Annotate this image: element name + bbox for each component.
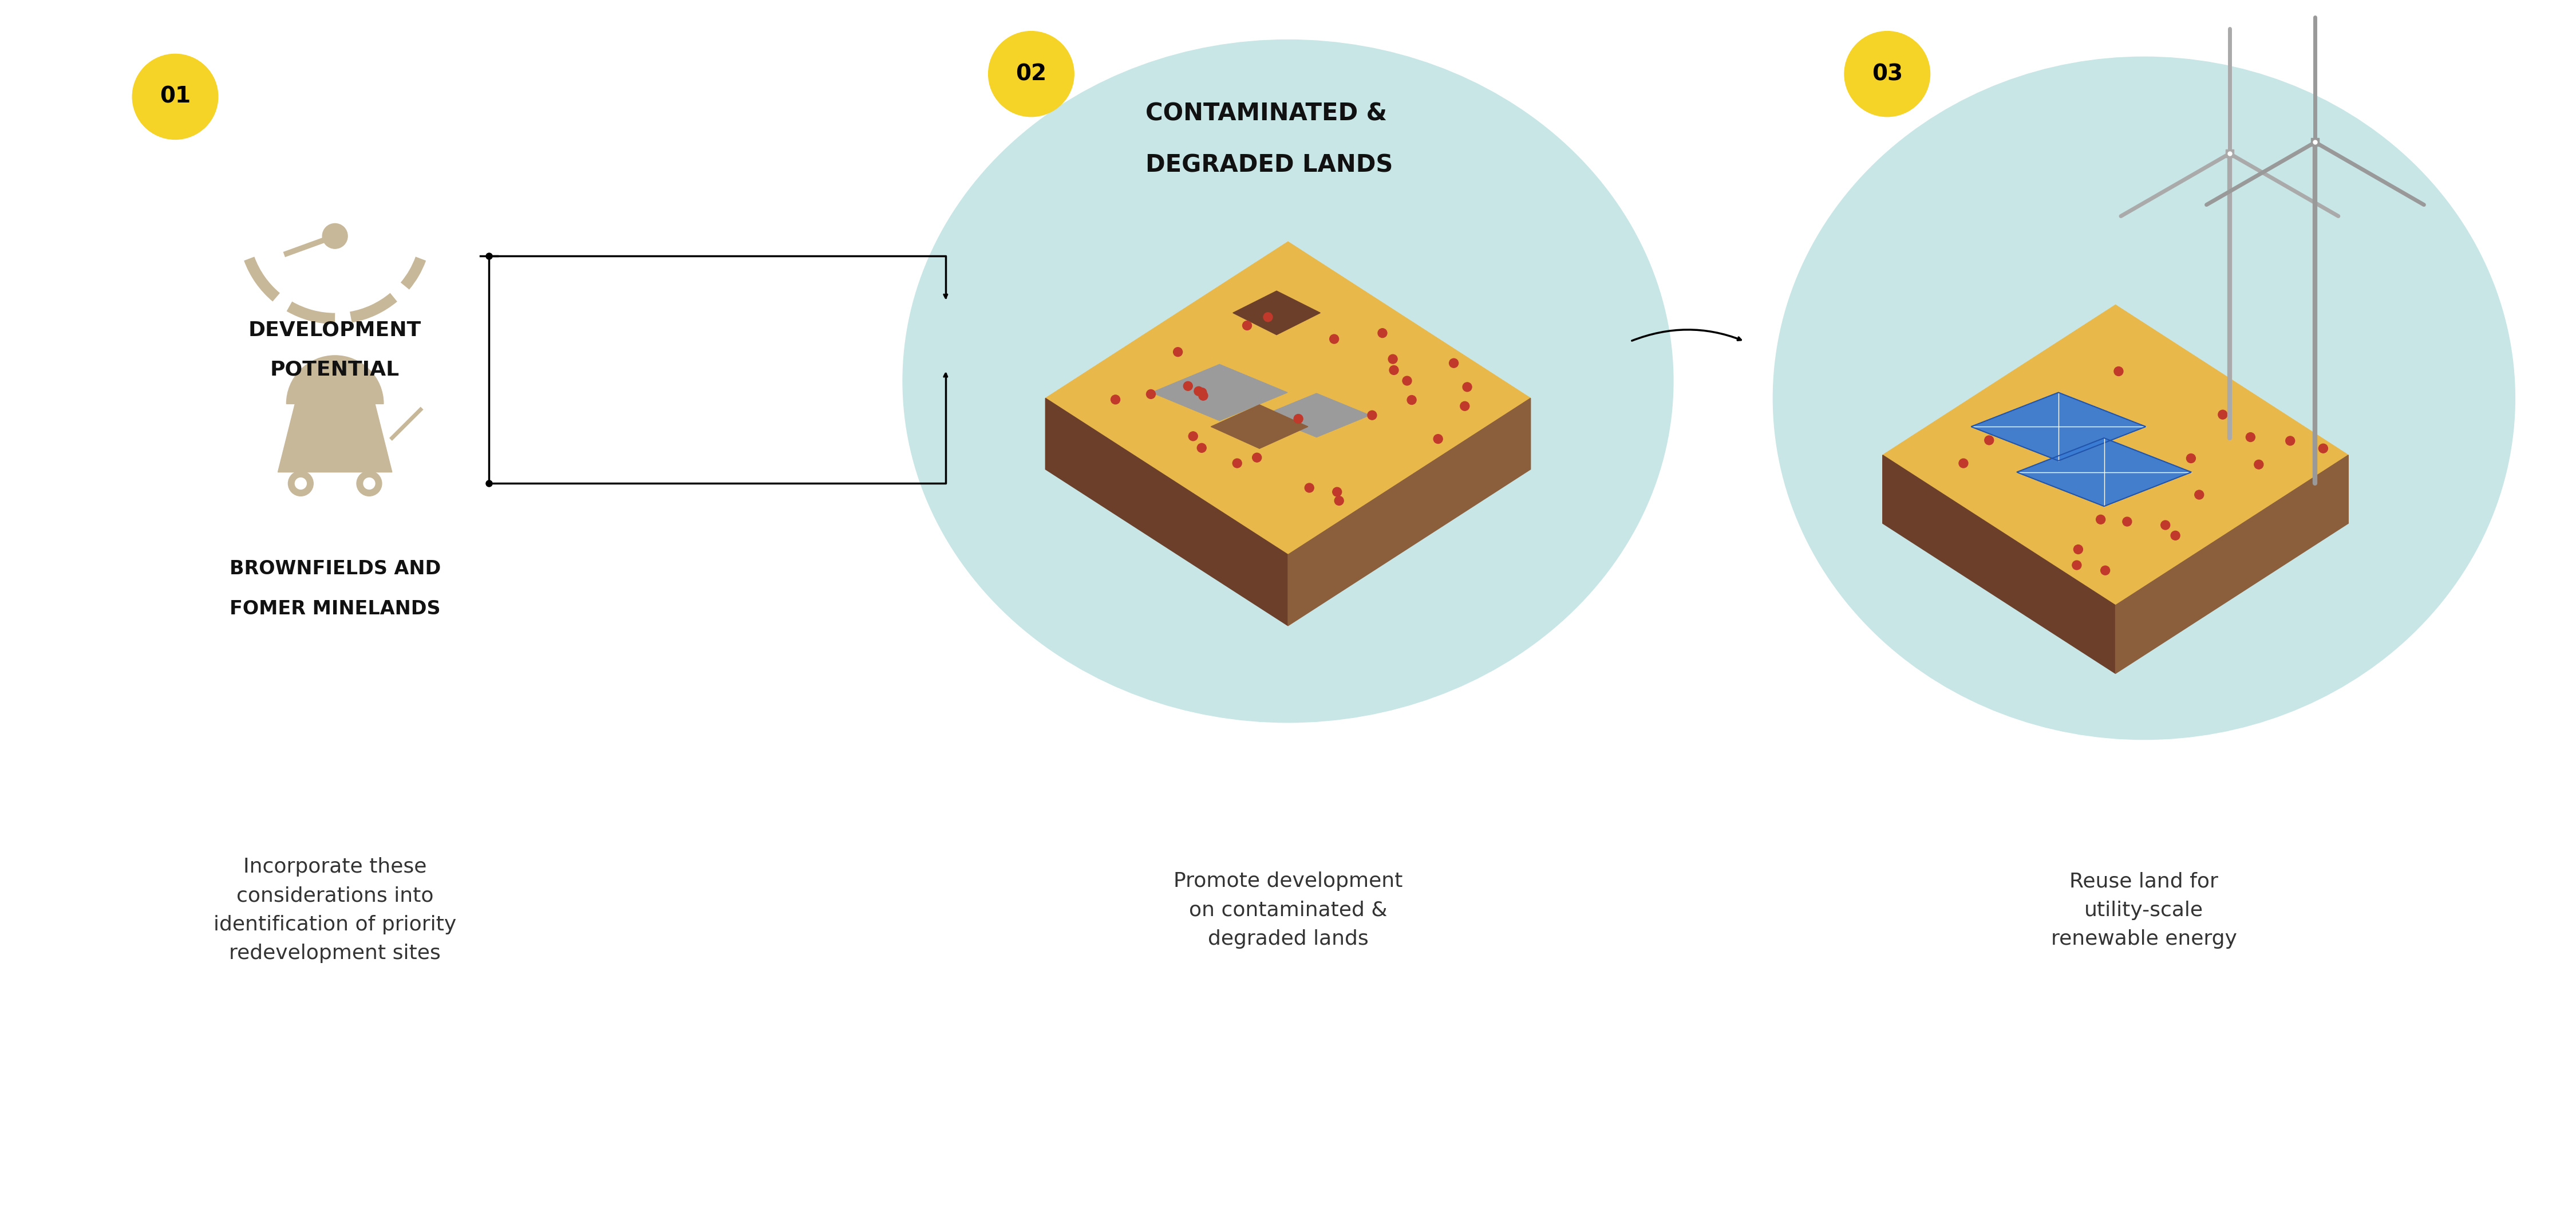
Circle shape bbox=[1198, 391, 1208, 400]
Text: CONTAMINATED &: CONTAMINATED & bbox=[1146, 102, 1386, 126]
Text: Reuse land for
utility-scale
renewable energy: Reuse land for utility-scale renewable e… bbox=[2050, 871, 2236, 948]
Circle shape bbox=[1958, 459, 1968, 467]
Circle shape bbox=[1463, 383, 1471, 391]
Polygon shape bbox=[1883, 455, 2115, 674]
Circle shape bbox=[2246, 433, 2254, 442]
Circle shape bbox=[1406, 395, 1417, 405]
Text: 03: 03 bbox=[1873, 63, 1904, 85]
Wedge shape bbox=[286, 356, 384, 404]
Circle shape bbox=[2123, 517, 2133, 526]
Text: BROWNFIELDS AND: BROWNFIELDS AND bbox=[229, 560, 440, 578]
Circle shape bbox=[1329, 335, 1340, 344]
Polygon shape bbox=[2017, 438, 2192, 507]
Circle shape bbox=[1450, 358, 1458, 368]
Circle shape bbox=[1844, 31, 1929, 117]
Circle shape bbox=[1262, 313, 1273, 321]
Text: 01: 01 bbox=[160, 86, 191, 108]
Circle shape bbox=[1388, 366, 1399, 374]
Circle shape bbox=[1252, 453, 1262, 463]
Circle shape bbox=[1432, 434, 1443, 443]
Circle shape bbox=[1172, 347, 1182, 357]
Polygon shape bbox=[1288, 399, 1530, 626]
Circle shape bbox=[1242, 321, 1252, 330]
Text: FOMER MINELANDS: FOMER MINELANDS bbox=[229, 599, 440, 618]
Polygon shape bbox=[1234, 291, 1321, 335]
Circle shape bbox=[1332, 487, 1342, 497]
Circle shape bbox=[2254, 460, 2264, 469]
Ellipse shape bbox=[1772, 56, 2514, 740]
Circle shape bbox=[2115, 367, 2123, 375]
Text: Promote development
on contaminated &
degraded lands: Promote development on contaminated & de… bbox=[1175, 871, 1401, 948]
Circle shape bbox=[1984, 436, 1994, 444]
Polygon shape bbox=[1971, 393, 2146, 461]
Circle shape bbox=[131, 54, 219, 140]
Circle shape bbox=[289, 471, 314, 496]
Circle shape bbox=[1110, 395, 1121, 404]
Text: 02: 02 bbox=[1015, 63, 1046, 85]
Polygon shape bbox=[1262, 394, 1370, 437]
Polygon shape bbox=[1883, 304, 2349, 605]
Text: Incorporate these
considerations into
identification of priority
redevelopment s: Incorporate these considerations into id… bbox=[214, 858, 456, 963]
Circle shape bbox=[1401, 377, 1412, 385]
Circle shape bbox=[1461, 401, 1468, 411]
Circle shape bbox=[1182, 382, 1193, 390]
Polygon shape bbox=[1151, 364, 1288, 421]
Circle shape bbox=[2218, 410, 2228, 420]
Circle shape bbox=[1378, 329, 1386, 337]
Polygon shape bbox=[1046, 242, 1530, 555]
Circle shape bbox=[1146, 390, 1157, 399]
Circle shape bbox=[1188, 432, 1198, 440]
Circle shape bbox=[2187, 454, 2195, 463]
Circle shape bbox=[1368, 411, 1376, 420]
Circle shape bbox=[2099, 566, 2110, 575]
Circle shape bbox=[2071, 561, 2081, 569]
Polygon shape bbox=[2115, 455, 2349, 674]
Circle shape bbox=[2172, 531, 2179, 540]
Circle shape bbox=[2318, 444, 2329, 453]
Circle shape bbox=[1198, 443, 1206, 453]
Circle shape bbox=[1306, 483, 1314, 492]
Circle shape bbox=[1293, 415, 1303, 423]
Circle shape bbox=[296, 477, 307, 490]
Circle shape bbox=[1195, 387, 1203, 395]
Circle shape bbox=[1231, 459, 1242, 467]
Circle shape bbox=[2195, 490, 2205, 499]
Text: DEGRADED LANDS: DEGRADED LANDS bbox=[1146, 153, 1394, 177]
Ellipse shape bbox=[902, 39, 1674, 723]
Circle shape bbox=[322, 223, 348, 249]
Circle shape bbox=[1198, 388, 1206, 398]
Circle shape bbox=[363, 477, 376, 490]
Circle shape bbox=[1334, 496, 1345, 506]
Circle shape bbox=[2097, 515, 2105, 524]
Polygon shape bbox=[1211, 405, 1309, 449]
Circle shape bbox=[2161, 520, 2169, 530]
Polygon shape bbox=[278, 404, 392, 472]
Circle shape bbox=[989, 31, 1074, 117]
Circle shape bbox=[2074, 545, 2084, 553]
Text: POTENTIAL: POTENTIAL bbox=[270, 360, 399, 379]
Text: DEVELOPMENT: DEVELOPMENT bbox=[247, 320, 422, 340]
Circle shape bbox=[1388, 355, 1396, 363]
Circle shape bbox=[2285, 437, 2295, 445]
Polygon shape bbox=[1046, 399, 1288, 626]
Circle shape bbox=[355, 471, 381, 496]
